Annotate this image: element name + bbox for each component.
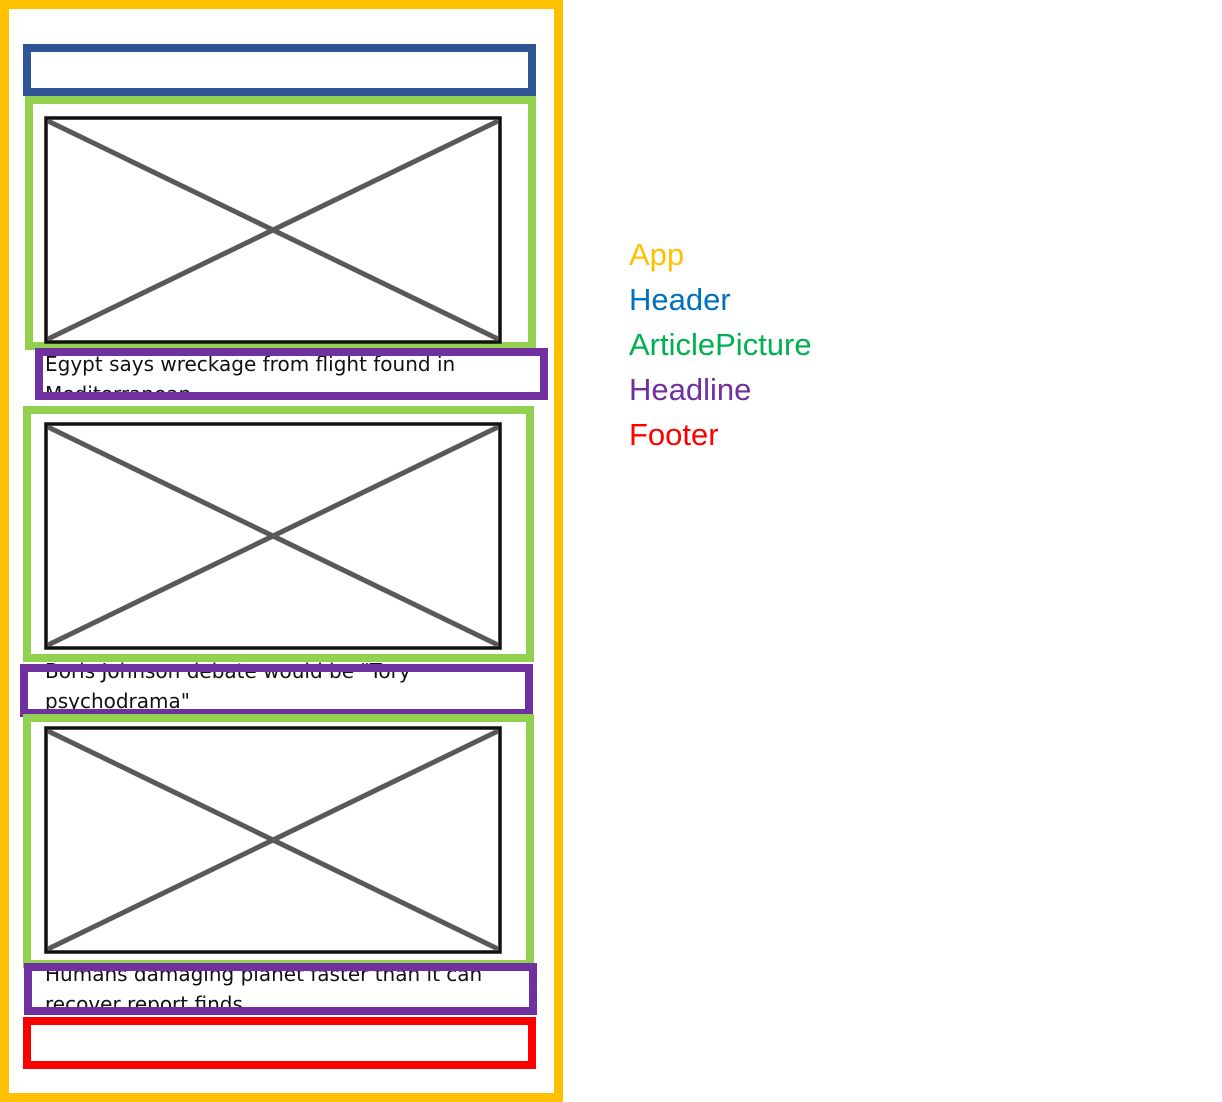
legend-header: Header xyxy=(629,282,731,317)
header-box xyxy=(23,44,536,96)
image-placeholder-icon xyxy=(44,116,502,344)
article-picture-box-1 xyxy=(25,96,536,350)
headline-text-1: Egypt says wreckage from flight found in… xyxy=(45,352,456,395)
legend: App Header ArticlePicture Headline Foote… xyxy=(629,232,812,457)
headline-box-3 xyxy=(24,963,537,1015)
headline-box-2 xyxy=(20,664,533,717)
app-frame xyxy=(0,0,563,1102)
footer-box xyxy=(23,1017,536,1069)
legend-footer: Footer xyxy=(629,417,719,452)
legend-headline: Headline xyxy=(629,372,752,407)
legend-article-picture: ArticlePicture xyxy=(629,327,812,362)
headline-box-1 xyxy=(35,348,548,400)
image-placeholder-icon xyxy=(44,422,502,650)
article-picture-box-2 xyxy=(23,406,534,662)
image-placeholder-icon xyxy=(44,726,502,954)
legend-app: App xyxy=(629,237,685,272)
